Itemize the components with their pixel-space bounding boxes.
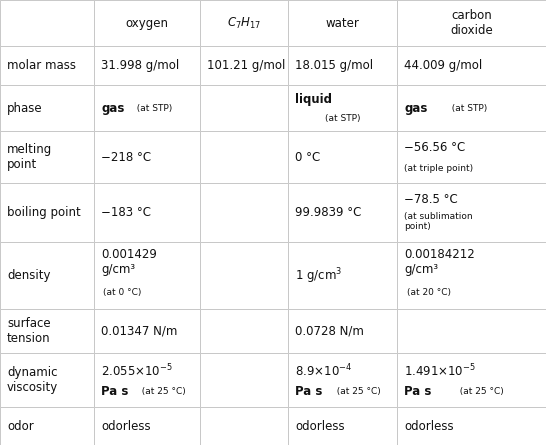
Text: (at STP): (at STP) bbox=[131, 104, 172, 113]
Text: phase: phase bbox=[7, 102, 43, 115]
Text: molar mass: molar mass bbox=[7, 59, 76, 72]
Bar bbox=[94, 85, 200, 131]
Text: −218 °C: −218 °C bbox=[101, 151, 151, 164]
Bar bbox=[397, 46, 546, 85]
Text: $C_7H_{17}$: $C_7H_{17}$ bbox=[227, 16, 262, 31]
Bar bbox=[94, 243, 200, 309]
Text: (at STP): (at STP) bbox=[325, 114, 360, 123]
Bar bbox=[0, 85, 94, 131]
Bar bbox=[94, 309, 200, 353]
Text: 44.009 g/mol: 44.009 g/mol bbox=[405, 59, 483, 72]
Bar bbox=[0, 407, 94, 445]
Text: 99.9839 °C: 99.9839 °C bbox=[295, 206, 361, 219]
Text: gas: gas bbox=[405, 102, 428, 115]
Text: Pa s: Pa s bbox=[405, 384, 432, 398]
Bar bbox=[200, 309, 288, 353]
Bar bbox=[0, 353, 94, 407]
Bar bbox=[288, 46, 397, 85]
Text: gas: gas bbox=[101, 102, 124, 115]
Text: odorless: odorless bbox=[101, 420, 151, 433]
Text: carbon
dioxide: carbon dioxide bbox=[450, 9, 493, 37]
Text: −78.5 °C: −78.5 °C bbox=[405, 193, 458, 206]
Bar bbox=[200, 0, 288, 46]
Text: 0 °C: 0 °C bbox=[295, 151, 321, 164]
Bar bbox=[94, 407, 200, 445]
Text: 0.01347 N/m: 0.01347 N/m bbox=[101, 325, 177, 338]
Text: melting
point: melting point bbox=[7, 143, 52, 171]
Text: (at 0 °C): (at 0 °C) bbox=[103, 288, 142, 297]
Bar bbox=[94, 183, 200, 243]
Text: 0.001429
g/cm³: 0.001429 g/cm³ bbox=[101, 248, 157, 276]
Text: (at sublimation
point): (at sublimation point) bbox=[405, 212, 473, 231]
Bar bbox=[288, 131, 397, 183]
Bar bbox=[0, 46, 94, 85]
Bar bbox=[397, 183, 546, 243]
Text: 8.9$\times10^{-4}$: 8.9$\times10^{-4}$ bbox=[295, 362, 353, 379]
Bar bbox=[0, 0, 94, 46]
Text: odorless: odorless bbox=[405, 420, 454, 433]
Bar bbox=[288, 243, 397, 309]
Text: Pa s: Pa s bbox=[295, 384, 323, 398]
Text: 0.0728 N/m: 0.0728 N/m bbox=[295, 325, 364, 338]
Text: density: density bbox=[7, 269, 51, 283]
Bar bbox=[397, 353, 546, 407]
Bar bbox=[397, 85, 546, 131]
Bar bbox=[0, 309, 94, 353]
Bar bbox=[94, 46, 200, 85]
Bar bbox=[200, 243, 288, 309]
Bar bbox=[288, 183, 397, 243]
Bar bbox=[200, 183, 288, 243]
Text: 2.055$\times10^{-5}$: 2.055$\times10^{-5}$ bbox=[101, 362, 173, 379]
Text: liquid: liquid bbox=[295, 93, 333, 106]
Bar bbox=[200, 46, 288, 85]
Bar bbox=[0, 131, 94, 183]
Text: −56.56 °C: −56.56 °C bbox=[405, 142, 466, 154]
Text: surface
tension: surface tension bbox=[7, 317, 51, 345]
Bar bbox=[288, 353, 397, 407]
Bar bbox=[94, 131, 200, 183]
Bar bbox=[0, 243, 94, 309]
Bar bbox=[200, 85, 288, 131]
Text: (at triple point): (at triple point) bbox=[405, 164, 473, 173]
Text: 18.015 g/mol: 18.015 g/mol bbox=[295, 59, 373, 72]
Text: Pa s: Pa s bbox=[101, 384, 128, 398]
Bar bbox=[397, 131, 546, 183]
Text: 1.491$\times10^{-5}$: 1.491$\times10^{-5}$ bbox=[405, 362, 477, 379]
Bar bbox=[200, 131, 288, 183]
Text: boiling point: boiling point bbox=[7, 206, 81, 219]
Bar bbox=[288, 0, 397, 46]
Text: dynamic
viscosity: dynamic viscosity bbox=[7, 366, 58, 394]
Text: (at 25 °C): (at 25 °C) bbox=[454, 387, 503, 396]
Text: −183 °C: −183 °C bbox=[101, 206, 151, 219]
Bar bbox=[397, 309, 546, 353]
Bar bbox=[397, 0, 546, 46]
Text: water: water bbox=[326, 17, 360, 30]
Text: $1\ \mathrm{g/cm^3}$: $1\ \mathrm{g/cm^3}$ bbox=[295, 266, 342, 286]
Bar bbox=[0, 183, 94, 243]
Text: oxygen: oxygen bbox=[126, 17, 169, 30]
Text: (at STP): (at STP) bbox=[446, 104, 488, 113]
Bar bbox=[200, 407, 288, 445]
Text: (at 25 °C): (at 25 °C) bbox=[331, 387, 381, 396]
Text: odor: odor bbox=[7, 420, 34, 433]
Text: (at 20 °C): (at 20 °C) bbox=[407, 288, 450, 297]
Text: 101.21 g/mol: 101.21 g/mol bbox=[207, 59, 286, 72]
Bar bbox=[94, 0, 200, 46]
Text: 31.998 g/mol: 31.998 g/mol bbox=[101, 59, 180, 72]
Bar bbox=[288, 407, 397, 445]
Bar bbox=[200, 353, 288, 407]
Bar bbox=[397, 243, 546, 309]
Text: 0.00184212
g/cm³: 0.00184212 g/cm³ bbox=[405, 248, 475, 276]
Bar bbox=[94, 353, 200, 407]
Text: odorless: odorless bbox=[295, 420, 345, 433]
Text: (at 25 °C): (at 25 °C) bbox=[136, 387, 186, 396]
Bar bbox=[288, 309, 397, 353]
Bar bbox=[288, 85, 397, 131]
Bar bbox=[397, 407, 546, 445]
